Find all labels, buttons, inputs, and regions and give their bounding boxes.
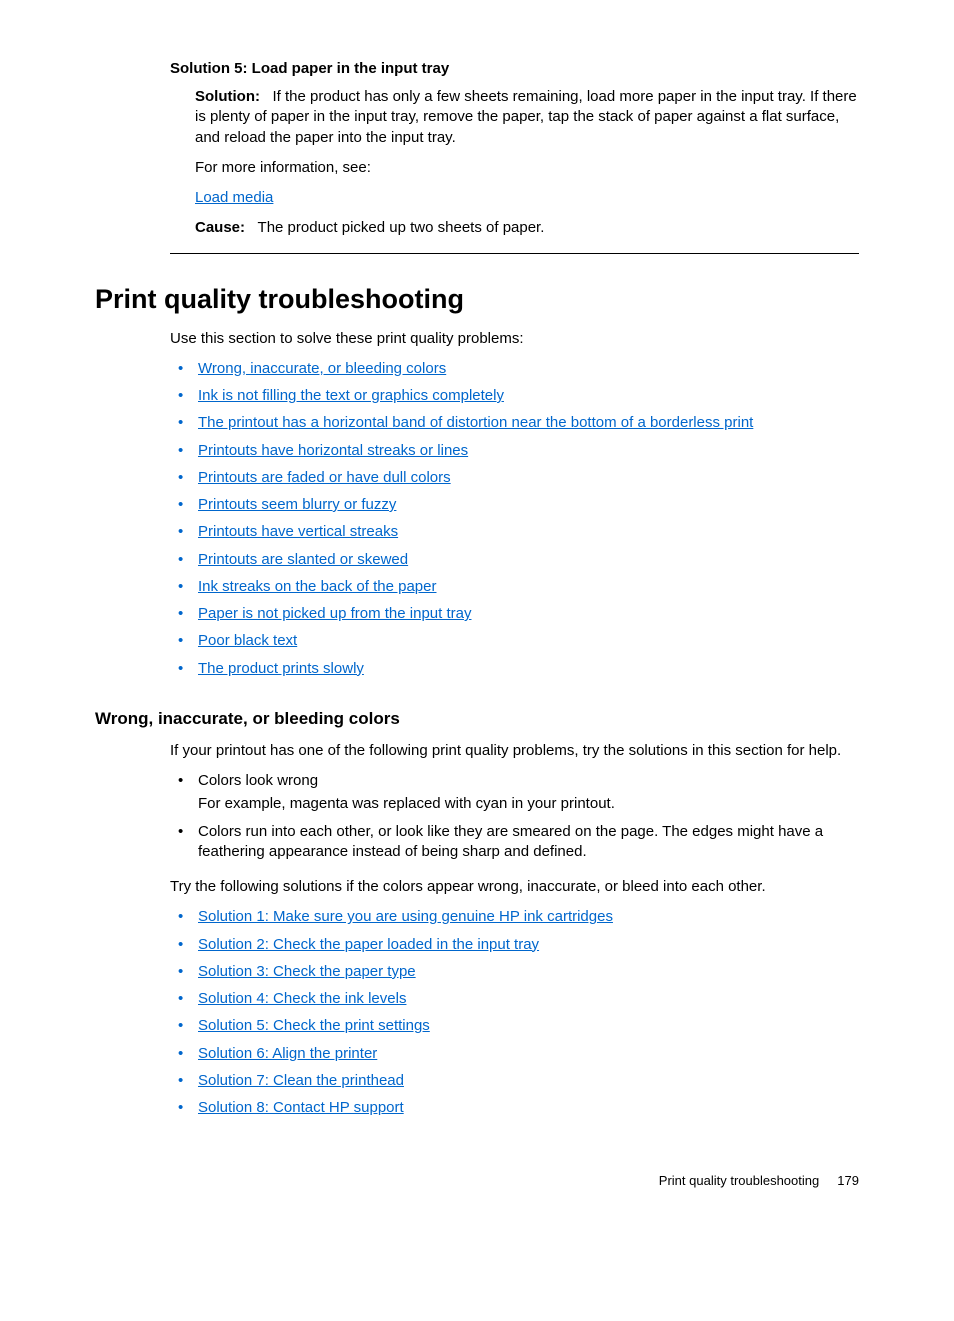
solution-link[interactable]: Solution 4: Check the ink levels [198, 990, 406, 1007]
list-item: Solution 6: Align the printer [170, 1044, 859, 1064]
solution-label: Solution: [195, 88, 260, 105]
list-item: The product prints slowly [170, 659, 859, 679]
list-item: Printouts seem blurry or fuzzy [170, 495, 859, 515]
topic-link[interactable]: The printout has a horizontal band of di… [198, 414, 753, 431]
list-item: Colors look wrong For example, magenta w… [170, 771, 859, 815]
topic-link[interactable]: The product prints slowly [198, 660, 364, 677]
list-item: Poor black text [170, 631, 859, 651]
list-item: Solution 4: Check the ink levels [170, 989, 859, 1009]
topics-list: Wrong, inaccurate, or bleeding colors In… [170, 359, 859, 679]
solution-link[interactable]: Solution 3: Check the paper type [198, 963, 416, 980]
symptom-1: Colors look wrong [198, 772, 318, 789]
topic-link[interactable]: Wrong, inaccurate, or bleeding colors [198, 360, 446, 377]
list-item: Colors run into each other, or look like… [170, 822, 859, 863]
topic-link[interactable]: Printouts have vertical streaks [198, 523, 398, 540]
cause-content: The product picked up two sheets of pape… [258, 219, 545, 236]
topic-link[interactable]: Ink streaks on the back of the paper [198, 578, 436, 595]
try-text: Try the following solutions if the color… [170, 877, 859, 897]
solution-5-heading: Solution 5: Load paper in the input tray [170, 60, 859, 77]
solution-text: Solution: If the product has only a few … [195, 87, 859, 148]
symptom-2: Colors run into each other, or look like… [198, 823, 823, 860]
topic-link[interactable]: Poor black text [198, 632, 297, 649]
list-item: Printouts are faded or have dull colors [170, 468, 859, 488]
main-content: Use this section to solve these print qu… [170, 329, 859, 679]
list-item: Printouts have vertical streaks [170, 522, 859, 542]
list-item: Solution 5: Check the print settings [170, 1016, 859, 1036]
solution-link[interactable]: Solution 8: Contact HP support [198, 1099, 404, 1116]
wrong-colors-content: If your printout has one of the followin… [170, 741, 859, 1119]
topic-link[interactable]: Printouts are faded or have dull colors [198, 469, 451, 486]
main-intro: Use this section to solve these print qu… [170, 329, 859, 349]
solutions-list: Solution 1: Make sure you are using genu… [170, 907, 859, 1118]
footer-page: 179 [837, 1173, 859, 1188]
cause-text: Cause: The product picked up two sheets … [195, 218, 859, 238]
topic-link[interactable]: Ink is not filling the text or graphics … [198, 387, 504, 404]
solution-link[interactable]: Solution 7: Clean the printhead [198, 1072, 404, 1089]
topic-link[interactable]: Printouts are slanted or skewed [198, 551, 408, 568]
list-item: Solution 8: Contact HP support [170, 1098, 859, 1118]
symptoms-list: Colors look wrong For example, magenta w… [170, 771, 859, 862]
topic-link[interactable]: Printouts have horizontal streaks or lin… [198, 442, 468, 459]
list-item: Printouts are slanted or skewed [170, 550, 859, 570]
list-item: Paper is not picked up from the input tr… [170, 604, 859, 624]
list-item: Solution 1: Make sure you are using genu… [170, 907, 859, 927]
list-item: Printouts have horizontal streaks or lin… [170, 441, 859, 461]
list-item: Solution 2: Check the paper loaded in th… [170, 935, 859, 955]
solution-link[interactable]: Solution 5: Check the print settings [198, 1017, 430, 1034]
list-item: The printout has a horizontal band of di… [170, 413, 859, 433]
solution-link[interactable]: Solution 2: Check the paper loaded in th… [198, 936, 539, 953]
page-footer: Print quality troubleshooting 179 [95, 1173, 859, 1188]
footer-section: Print quality troubleshooting [659, 1173, 819, 1188]
solution-5-block: Solution: If the product has only a few … [195, 87, 859, 239]
symptom-1-detail: For example, magenta was replaced with c… [198, 794, 859, 814]
load-media-link-wrapper: Load media [195, 188, 859, 208]
list-item: Wrong, inaccurate, or bleeding colors [170, 359, 859, 379]
solution-link[interactable]: Solution 6: Align the printer [198, 1045, 377, 1062]
list-item: Solution 7: Clean the printhead [170, 1071, 859, 1091]
more-info-text: For more information, see: [195, 158, 859, 178]
main-heading: Print quality troubleshooting [95, 284, 859, 315]
topic-link[interactable]: Paper is not picked up from the input tr… [198, 605, 471, 622]
solution-content: If the product has only a few sheets rem… [195, 88, 857, 146]
wrong-colors-heading: Wrong, inaccurate, or bleeding colors [95, 709, 859, 729]
solution-link[interactable]: Solution 1: Make sure you are using genu… [198, 908, 613, 925]
divider-line [170, 253, 859, 254]
load-media-link[interactable]: Load media [195, 189, 273, 206]
topic-link[interactable]: Printouts seem blurry or fuzzy [198, 496, 396, 513]
list-item: Ink streaks on the back of the paper [170, 577, 859, 597]
cause-label: Cause: [195, 219, 245, 236]
list-item: Ink is not filling the text or graphics … [170, 386, 859, 406]
list-item: Solution 3: Check the paper type [170, 962, 859, 982]
wrong-colors-intro: If your printout has one of the followin… [170, 741, 859, 761]
